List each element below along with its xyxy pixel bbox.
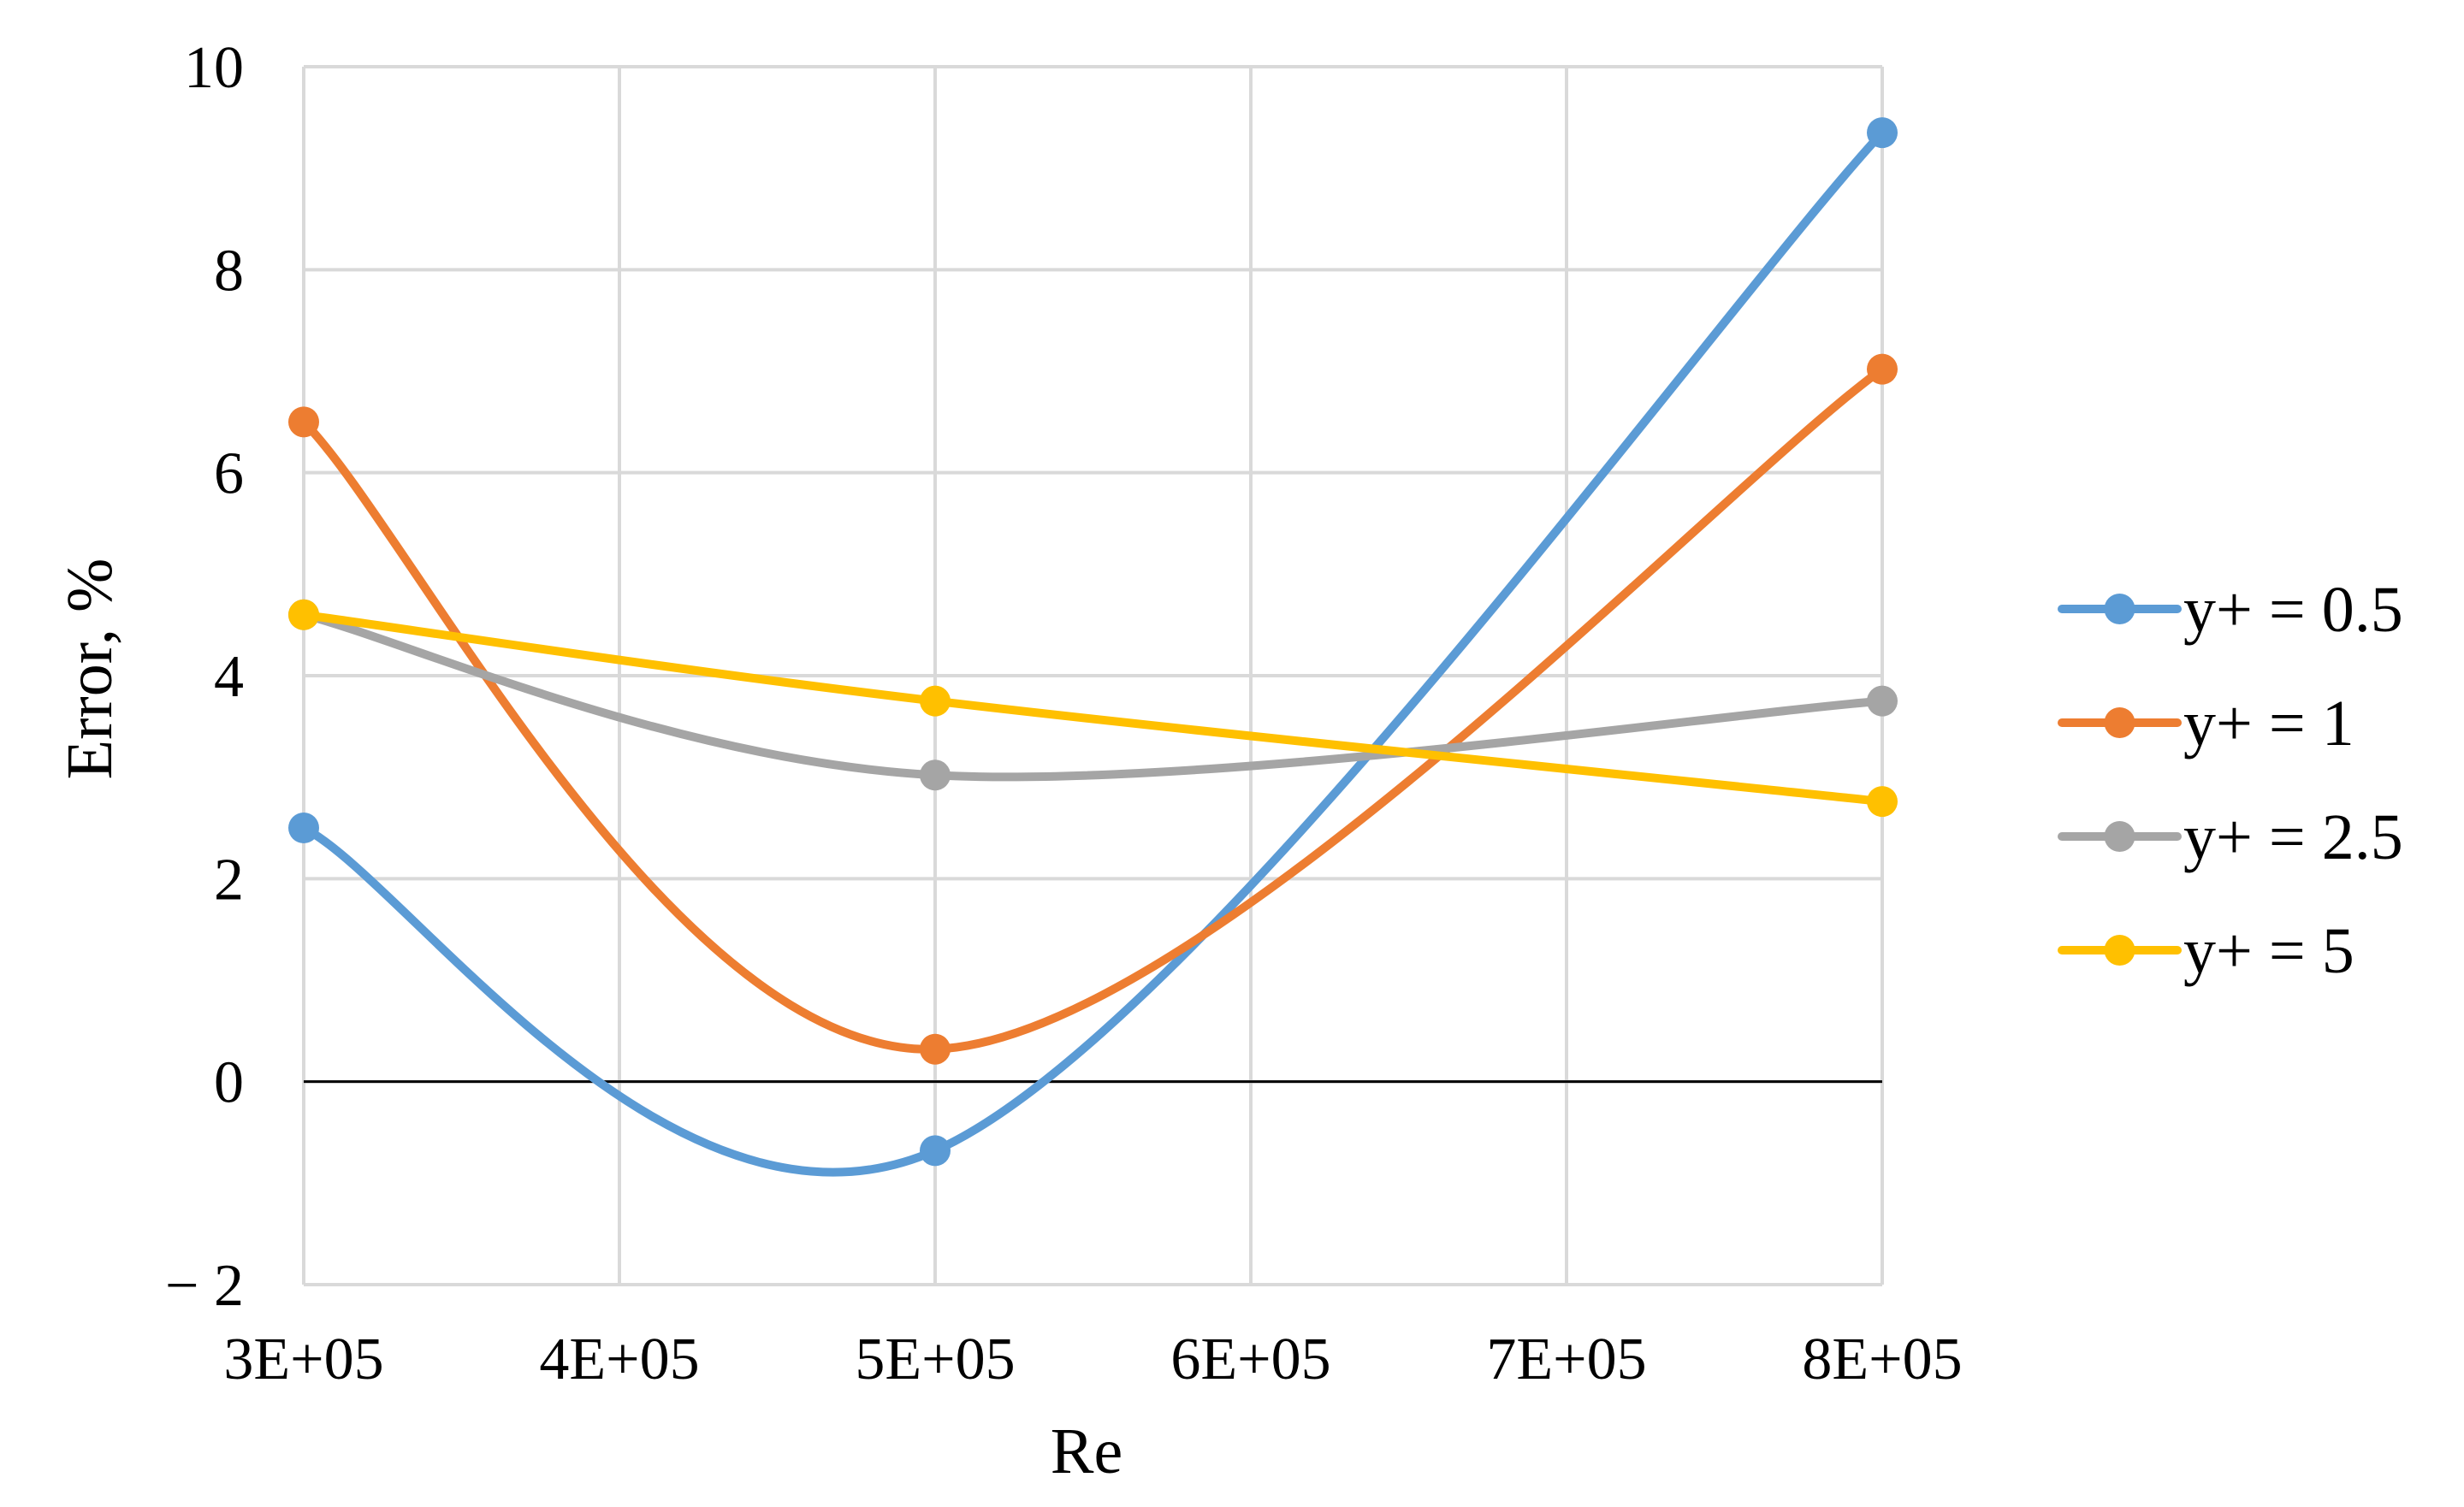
x-tick-label: 5E+05 [855,1327,1015,1392]
data-point [1867,117,1898,149]
data-point [288,813,319,843]
series-line [299,128,1886,1177]
y-tick-label: 8 [214,238,244,304]
data-point [288,599,319,630]
data-point [1867,353,1898,385]
y-axis-title: Error, % [54,558,126,780]
x-tick-label: 6E+05 [1170,1327,1330,1392]
y-tick-label: 6 [214,441,244,507]
x-tick-label: 4E+05 [539,1327,699,1392]
y-tick-label: 0 [214,1050,244,1116]
legend-item: y+ = 2.5 [2058,801,2403,873]
y-tick-label: − 2 [165,1253,244,1319]
data-point [288,406,319,438]
y-axis-ticks: − 2 0 2 4 6 8 10 [165,35,244,1319]
series-line [299,610,1886,782]
series-4 [288,599,1898,818]
legend-label: y+ = 1 [2183,688,2354,759]
legend-label: y+ = 5 [2183,915,2354,987]
legend-item: y+ = 1 [2058,688,2354,759]
legend-swatch-marker [2104,594,2135,624]
legend-swatch-marker [2104,821,2135,852]
series-layer [288,117,1898,1177]
x-axis-title: Re [1051,1415,1122,1487]
series-2 [288,353,1898,1065]
data-point [920,1135,951,1167]
legend-label: y+ = 2.5 [2183,801,2403,873]
data-point [920,685,951,717]
data-point [1867,786,1898,818]
y-tick-label: 2 [214,847,244,913]
legend-label: y+ = 0.5 [2183,574,2403,646]
data-point [1867,685,1898,717]
y-tick-label: 10 [184,35,244,101]
legend-item: y+ = 5 [2058,915,2354,987]
legend-swatch-marker [2104,935,2135,966]
x-tick-label: 7E+05 [1486,1327,1646,1392]
series-1 [288,117,1898,1177]
series-line [299,610,1886,807]
data-point [920,759,951,791]
legend-item: y+ = 0.5 [2058,574,2403,646]
x-axis-ticks: 3E+05 4E+05 5E+05 6E+05 7E+05 8E+05 [223,1327,1962,1392]
legend: y+ = 0.5 y+ = 1 y+ = 2.5 y+ = 5 [2058,574,2403,987]
legend-swatch-marker [2104,707,2135,738]
x-tick-label: 8E+05 [1802,1327,1962,1392]
y-tick-label: 4 [214,644,244,710]
x-tick-label: 3E+05 [223,1327,383,1392]
grid [302,65,1884,1286]
series-3 [288,599,1898,791]
data-point [920,1033,951,1065]
